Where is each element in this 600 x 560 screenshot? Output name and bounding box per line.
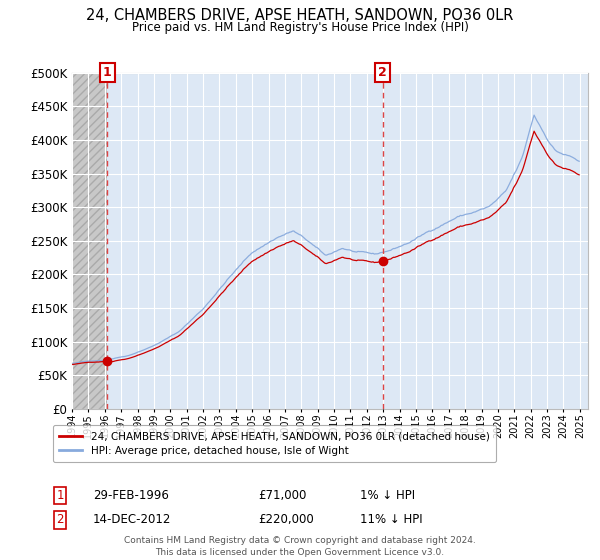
Text: £71,000: £71,000 <box>258 489 307 502</box>
Text: 2: 2 <box>56 513 64 526</box>
Text: Contains HM Land Registry data © Crown copyright and database right 2024.
This d: Contains HM Land Registry data © Crown c… <box>124 536 476 557</box>
Text: 11% ↓ HPI: 11% ↓ HPI <box>360 513 422 526</box>
Text: 1% ↓ HPI: 1% ↓ HPI <box>360 489 415 502</box>
Polygon shape <box>72 73 107 409</box>
Legend: 24, CHAMBERS DRIVE, APSE HEATH, SANDOWN, PO36 0LR (detached house), HPI: Average: 24, CHAMBERS DRIVE, APSE HEATH, SANDOWN,… <box>53 425 496 462</box>
Text: £220,000: £220,000 <box>258 513 314 526</box>
Text: 1: 1 <box>103 66 112 80</box>
Text: 14-DEC-2012: 14-DEC-2012 <box>93 513 172 526</box>
Text: 2: 2 <box>378 66 387 80</box>
Text: 24, CHAMBERS DRIVE, APSE HEATH, SANDOWN, PO36 0LR: 24, CHAMBERS DRIVE, APSE HEATH, SANDOWN,… <box>86 8 514 24</box>
Text: Price paid vs. HM Land Registry's House Price Index (HPI): Price paid vs. HM Land Registry's House … <box>131 21 469 34</box>
Text: 1: 1 <box>56 489 64 502</box>
Text: 29-FEB-1996: 29-FEB-1996 <box>93 489 169 502</box>
